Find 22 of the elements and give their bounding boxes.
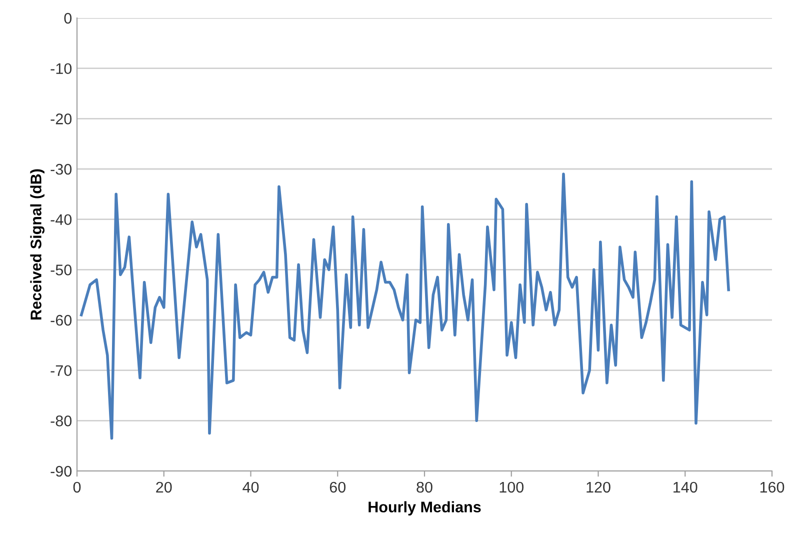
y-tick-label: 0: [64, 12, 72, 24]
x-tick-label: 80: [416, 482, 432, 493]
x-tick-label: 160: [760, 482, 784, 493]
y-tick-label: -90: [50, 466, 72, 477]
x-tick-label: 120: [586, 482, 610, 493]
y-tick-label: -80: [50, 416, 72, 426]
x-tick-label: 20: [156, 482, 172, 493]
y-tick-label: -60: [50, 314, 72, 326]
x-tick-label: 100: [500, 482, 524, 493]
x-tick-label: 60: [330, 482, 346, 493]
y-tick-label: -10: [50, 63, 72, 74]
y-tick-label: -40: [50, 214, 72, 226]
y-tick-label: -20: [50, 114, 72, 124]
y-axis-title: Received Signal (dB): [30, 169, 45, 320]
x-tick-label: 40: [242, 482, 259, 493]
x-axis-title: Hourly Medians: [368, 501, 481, 516]
x-tick-label: 0: [73, 482, 81, 493]
line-series: [80, 172, 730, 440]
y-tick-label: -50: [50, 264, 72, 276]
y-tick-label: -70: [50, 365, 72, 376]
y-tick-label: -30: [50, 164, 72, 175]
x-tick-label: 140: [674, 482, 698, 493]
